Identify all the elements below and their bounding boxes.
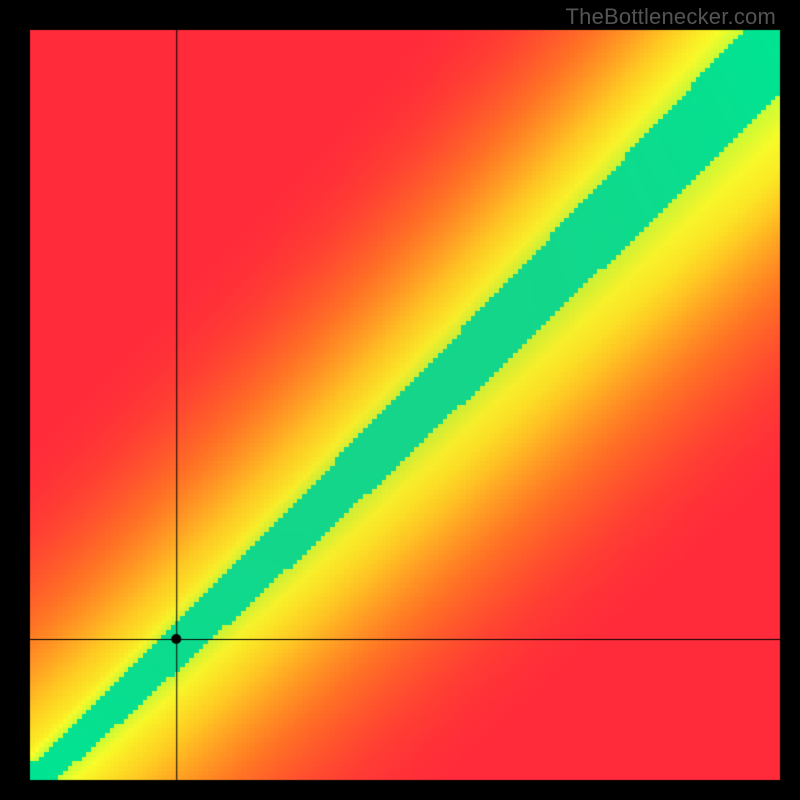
watermark-text: TheBottlenecker.com bbox=[566, 4, 776, 30]
chart-container: TheBottlenecker.com bbox=[0, 0, 800, 800]
heatmap-canvas bbox=[0, 0, 800, 800]
